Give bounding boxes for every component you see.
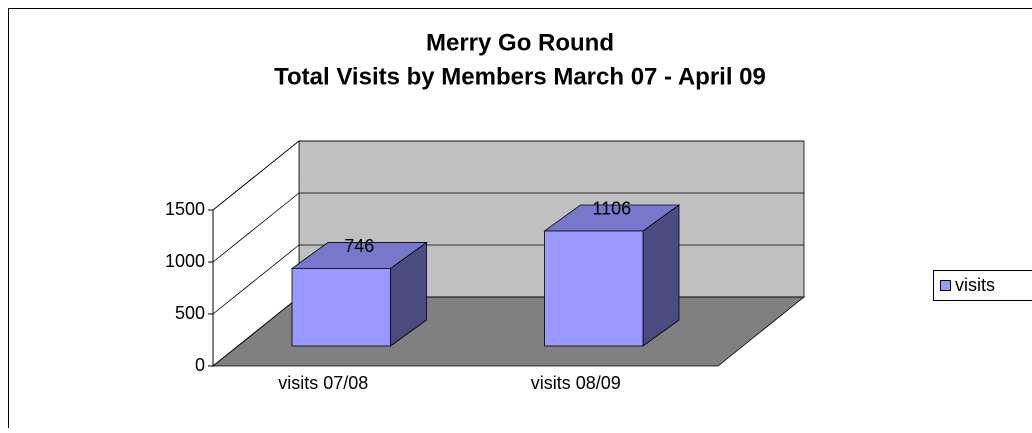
- bar: [292, 268, 390, 346]
- y-tick-label: 1000: [165, 251, 205, 271]
- y-tick-label: 0: [195, 355, 205, 375]
- y-tick-label: 1500: [165, 199, 205, 219]
- bar: [545, 231, 643, 346]
- y-tick-label: 500: [175, 303, 205, 323]
- value-label: 746: [344, 236, 374, 256]
- value-label: 1106: [592, 199, 631, 219]
- x-tick-label: visits 08/09: [531, 373, 621, 393]
- x-tick-label: visits 07/08: [278, 373, 368, 393]
- chart-title: Merry Go Round: [426, 29, 614, 56]
- chart-subtitle: Total Visits by Members March 07 - April…: [274, 63, 766, 90]
- legend-swatch: [941, 281, 951, 291]
- legend-label: visits: [955, 275, 995, 295]
